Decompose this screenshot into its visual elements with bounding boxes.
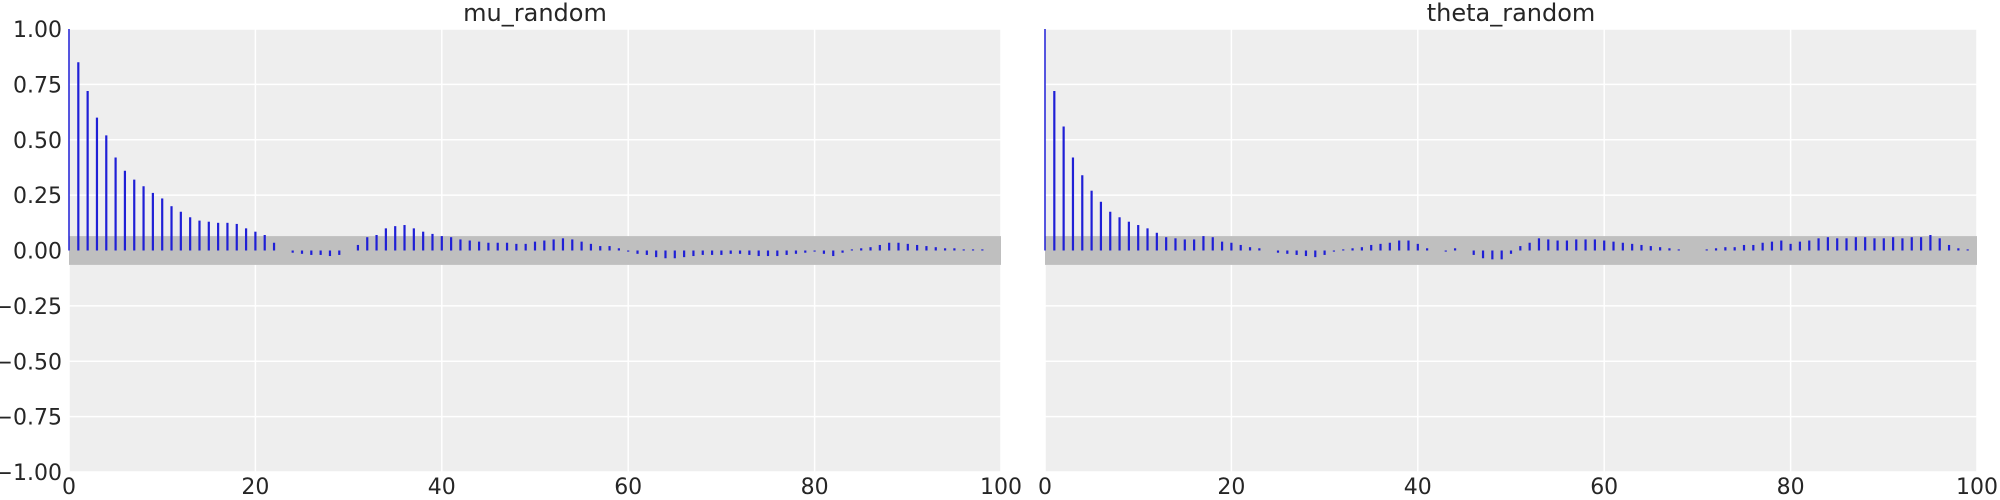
x-tick-label: 0 bbox=[62, 475, 76, 500]
chart-title: theta_random bbox=[1427, 0, 1596, 27]
x-tick-label: 60 bbox=[1590, 475, 1618, 500]
x-tick-label: 20 bbox=[241, 475, 269, 500]
chart-title: mu_random bbox=[463, 0, 607, 27]
x-tick-label: 60 bbox=[614, 475, 642, 500]
y-tick-label: −1.00 bbox=[0, 461, 62, 486]
y-tick-label: 0.00 bbox=[13, 240, 62, 265]
panel-mu-random: mu_random 0 20 40 60 80 100 −1.00 −0.75 −0.50 −0.2… bbox=[0, 0, 1022, 500]
panel-theta-random: theta_random 0 20 40 60 80 100 bbox=[1038, 0, 1998, 500]
y-tick-label: 0.25 bbox=[13, 184, 62, 209]
y-tick-label: −0.25 bbox=[0, 295, 62, 320]
y-tick-label: −0.50 bbox=[0, 350, 62, 375]
x-tick-label: 20 bbox=[1217, 475, 1245, 500]
y-tick-label: 0.75 bbox=[13, 73, 62, 98]
x-tick-label: 80 bbox=[1777, 475, 1805, 500]
y-tick-label: 1.00 bbox=[13, 18, 62, 43]
x-tick-label: 0 bbox=[1038, 475, 1052, 500]
x-tick-label: 40 bbox=[1404, 475, 1432, 500]
x-tick-label: 100 bbox=[1956, 475, 1998, 500]
x-tick-label: 40 bbox=[428, 475, 456, 500]
y-tick-label: −0.75 bbox=[0, 406, 62, 431]
x-tick-label: 100 bbox=[980, 475, 1022, 500]
y-tick-label: 0.50 bbox=[13, 129, 62, 154]
x-tick-label: 80 bbox=[801, 475, 829, 500]
